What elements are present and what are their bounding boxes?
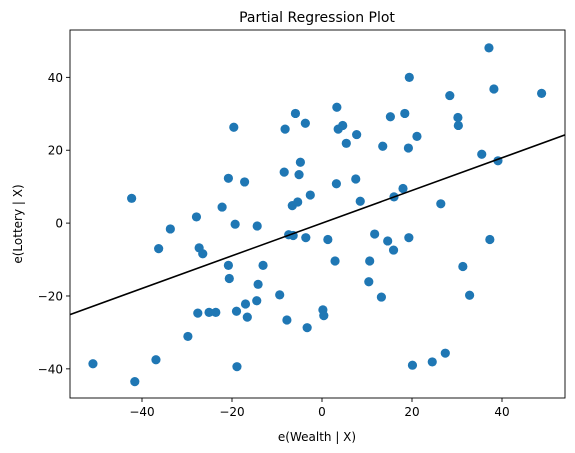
data-point [364,277,374,287]
points-layer [88,43,547,387]
data-point [211,307,221,317]
data-point [388,245,399,255]
data-point [252,221,262,231]
data-point [282,315,292,325]
data-point [204,307,214,317]
data-point [280,124,290,134]
data-point [403,143,413,153]
data-point [301,233,311,243]
data-point [355,196,365,206]
data-point [412,131,422,141]
data-point [88,359,98,369]
data-point [230,219,240,229]
data-point [127,193,137,203]
data-point [191,212,202,222]
plot-frame [69,29,566,399]
data-point [240,299,251,309]
data-point [385,112,395,122]
data-point [252,296,262,306]
data-point [242,312,252,322]
data-point [290,108,301,119]
data-point [407,360,418,370]
data-point [376,292,386,302]
x-tick-label: 0 [318,405,326,419]
data-point [240,177,250,187]
data-point [453,120,463,131]
x-axis-label: e(Wealth | X) [278,430,356,444]
x-tick-label: −20 [219,405,244,419]
data-point [440,348,450,358]
data-point [332,102,342,112]
data-point [398,183,408,194]
chart-title: Partial Regression Plot [239,10,395,26]
data-point [436,199,446,209]
y-tick-label: −40 [38,362,63,376]
data-point [275,290,285,300]
data-point [223,260,233,270]
data-point [484,43,494,53]
data-point [537,88,547,98]
data-point [279,167,289,177]
data-point [378,141,388,151]
x-axis: −40 −20 0 20 40 [129,398,510,419]
data-point [293,197,303,207]
data-point [229,122,239,132]
x-tick-label: 20 [404,405,419,419]
y-tick-label: 40 [48,71,63,85]
data-point [489,84,499,94]
data-point [458,261,468,272]
regression-line [70,134,565,316]
data-point [151,355,161,365]
x-tick-label: 40 [494,405,509,419]
data-point [370,229,380,239]
data-point [330,256,340,266]
data-point [130,377,140,387]
data-point [365,256,375,266]
data-point [341,138,351,148]
data-point [223,173,233,183]
y-axis-label: e(Lottery | X) [11,184,25,263]
data-point [253,279,263,289]
data-point [485,234,495,245]
data-point [383,236,393,246]
y-axis: −40 −20 0 20 40 [38,71,70,376]
data-point [183,331,193,342]
y-tick-label: 20 [48,144,63,158]
data-point [351,174,361,184]
data-point [193,308,203,318]
data-point [331,179,341,189]
data-point [231,306,242,316]
data-point [319,311,329,321]
data-point [302,323,312,333]
data-point [404,72,414,82]
y-tick-label: −20 [38,289,63,303]
data-point [165,224,175,234]
data-point [477,149,487,159]
data-point [198,249,208,259]
data-point [352,129,362,140]
data-point [294,170,304,180]
data-point [300,118,310,128]
data-point [465,290,475,300]
data-point [445,90,455,101]
data-point [305,190,315,200]
data-point [453,112,463,123]
plot-area [70,43,565,387]
data-point [400,108,410,119]
data-point [232,362,242,372]
data-point [224,273,234,284]
x-tick-label: −40 [129,405,154,419]
data-point [295,157,305,167]
data-point [217,202,227,212]
data-point [154,244,164,254]
data-point [323,234,333,245]
data-point [258,260,268,270]
data-point [427,357,437,367]
data-point [404,233,414,243]
y-tick-label: 0 [55,217,63,231]
data-point [338,120,348,131]
